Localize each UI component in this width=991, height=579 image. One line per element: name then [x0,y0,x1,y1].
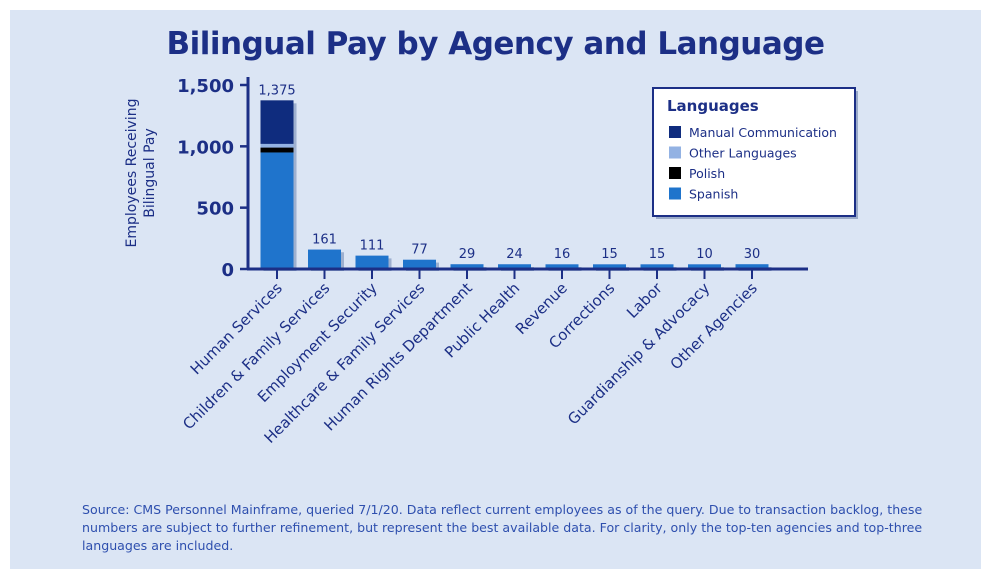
data-label: 161 [312,232,337,247]
bar-segment-spanish [545,264,579,269]
chart-panel: Bilingual Pay by Agency and Language 0 50… [10,10,981,569]
source-note: Source: CMS Personnel Mainframe, queried… [82,502,923,553]
data-label: 10 [696,247,713,262]
data-label: 15 [601,247,618,262]
data-label: 77 [411,243,428,258]
bar-segment-spanish [735,264,769,269]
legend-title: Languages [667,97,759,115]
y-axis-title-line: Bilingual Pay [142,128,158,218]
bar-segment-spanish [640,264,674,269]
legend-swatch [669,187,681,200]
legend-box [652,87,856,217]
y-axis-title-line: Employees Receiving [124,99,140,248]
y-tick-label: 1,000 [177,137,234,158]
bar-chart: 0 500 1,000 1,500 Employees Receiving Bilingu… [124,76,858,447]
data-label: 24 [506,247,523,262]
legend-label: Other Languages [689,146,797,161]
legend-label: Spanish [689,187,738,202]
legend-label: Polish [689,166,725,181]
bar-segment-manual-communication [260,100,294,144]
bar-segment-spanish [450,264,484,269]
data-label: 29 [459,247,476,262]
legend-swatch [669,167,681,179]
bar-segment-polish [260,147,294,153]
bar-segment-spanish [688,264,721,269]
bar-segment-other-languages [688,264,721,265]
legend-label: Manual Communication [689,125,837,140]
y-axis-title: Employees Receiving Bilingual Pay [124,99,158,248]
bar-segment-spanish [403,259,436,269]
bar-segment-spanish [355,255,389,269]
bar-segment-spanish [498,264,531,269]
bar-segment-spanish [593,264,626,269]
x-tick-label: Other Agencies [667,279,761,373]
data-label: 16 [554,247,571,262]
legend-swatch [669,146,681,159]
data-label: 30 [744,247,761,262]
data-label: 1,375 [258,83,295,98]
bar-segment-spanish [308,249,341,269]
chart-title: Bilingual Pay by Agency and Language [166,26,825,62]
y-tick-label: 500 [196,199,234,220]
legend-swatch [669,126,681,138]
data-label: 15 [649,247,666,262]
bar-segment-other-languages [260,143,294,148]
y-tick-label: 1,500 [177,76,234,97]
bar-segment-spanish [260,152,294,269]
y-tick-label: 0 [221,260,234,281]
x-tick-label: Labor [623,279,666,322]
data-label: 111 [360,238,385,253]
